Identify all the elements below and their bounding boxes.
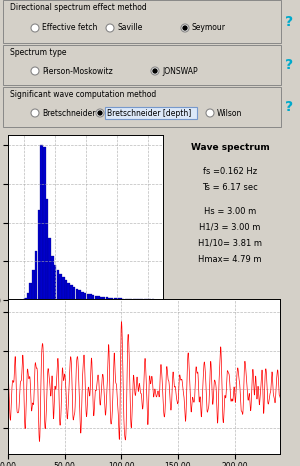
Bar (108, 298, 111, 300)
Bar (122, 299, 124, 300)
Bar (94, 295, 97, 300)
Bar (51, 256, 54, 300)
Circle shape (106, 24, 114, 32)
Text: Ts = 6.17 sec: Ts = 6.17 sec (202, 183, 258, 192)
Bar (119, 298, 122, 300)
Bar (106, 297, 108, 300)
Circle shape (31, 67, 39, 75)
Text: JONSWAP: JONSWAP (162, 67, 198, 75)
Text: H1/3 = 3.00 m: H1/3 = 3.00 m (199, 223, 261, 232)
Circle shape (98, 111, 102, 115)
Bar (89, 295, 92, 300)
Text: Hmax= 4.79 m: Hmax= 4.79 m (198, 255, 262, 264)
Bar (130, 299, 132, 300)
Text: fs =0.162 Hz: fs =0.162 Hz (203, 167, 257, 176)
Bar (24, 299, 26, 300)
Text: Significant wave computation method: Significant wave computation method (10, 90, 156, 99)
Bar (35, 251, 38, 300)
Bar (3, 0, 281, 43)
Bar (49, 238, 51, 300)
Text: Directional spectrum effect method: Directional spectrum effect method (10, 3, 147, 12)
Text: Wilson: Wilson (217, 109, 242, 117)
Bar (138, 299, 141, 300)
Text: Effective fetch: Effective fetch (42, 23, 98, 33)
Circle shape (151, 67, 159, 75)
Bar (116, 298, 119, 300)
Bar (86, 294, 89, 300)
Text: Bretschneider [depth]: Bretschneider [depth] (107, 109, 191, 117)
Circle shape (206, 109, 214, 117)
Text: Seymour: Seymour (192, 23, 226, 33)
Text: Bretschneider: Bretschneider (42, 109, 95, 117)
Bar (133, 299, 135, 300)
Bar (65, 280, 67, 300)
Text: Pierson-Moskowitz: Pierson-Moskowitz (42, 67, 113, 75)
Text: ?: ? (285, 14, 293, 28)
Bar (124, 299, 127, 300)
Circle shape (181, 24, 189, 32)
Circle shape (31, 109, 39, 117)
Circle shape (183, 26, 187, 30)
Bar (62, 277, 64, 300)
Bar (135, 299, 138, 300)
Bar (81, 292, 84, 300)
Text: Wave spectrum: Wave spectrum (190, 143, 269, 152)
Bar (114, 298, 116, 300)
Text: Spectrum type: Spectrum type (10, 48, 67, 57)
Bar (103, 297, 105, 300)
Bar (29, 283, 32, 300)
Text: Saville: Saville (117, 23, 142, 33)
Circle shape (96, 109, 104, 117)
Bar (54, 265, 56, 300)
Bar (68, 283, 70, 300)
Bar (3, 87, 281, 127)
Circle shape (153, 69, 157, 73)
Bar (43, 147, 46, 300)
Bar (143, 299, 146, 300)
X-axis label: f (Hz): f (Hz) (73, 322, 98, 331)
Bar (27, 293, 29, 300)
Bar (32, 270, 35, 300)
Bar (70, 285, 73, 300)
Bar (84, 293, 86, 300)
Bar (146, 299, 149, 300)
Text: ?: ? (285, 100, 293, 114)
Bar (59, 274, 62, 300)
Bar (111, 298, 113, 300)
Text: Hs = 3.00 m: Hs = 3.00 m (204, 207, 256, 216)
Bar (73, 287, 75, 300)
Bar (57, 270, 59, 300)
Bar (98, 296, 100, 300)
Bar (100, 296, 103, 300)
FancyBboxPatch shape (105, 107, 197, 119)
Bar (38, 210, 40, 300)
Bar (78, 290, 81, 300)
Bar (46, 199, 48, 300)
Text: H1/10= 3.81 m: H1/10= 3.81 m (198, 239, 262, 248)
Bar (127, 299, 130, 300)
Bar (40, 145, 43, 300)
Text: ?: ? (285, 58, 293, 72)
Bar (92, 295, 94, 300)
Bar (3, 45, 281, 85)
Circle shape (31, 24, 39, 32)
Bar (76, 289, 78, 300)
Bar (141, 299, 143, 300)
